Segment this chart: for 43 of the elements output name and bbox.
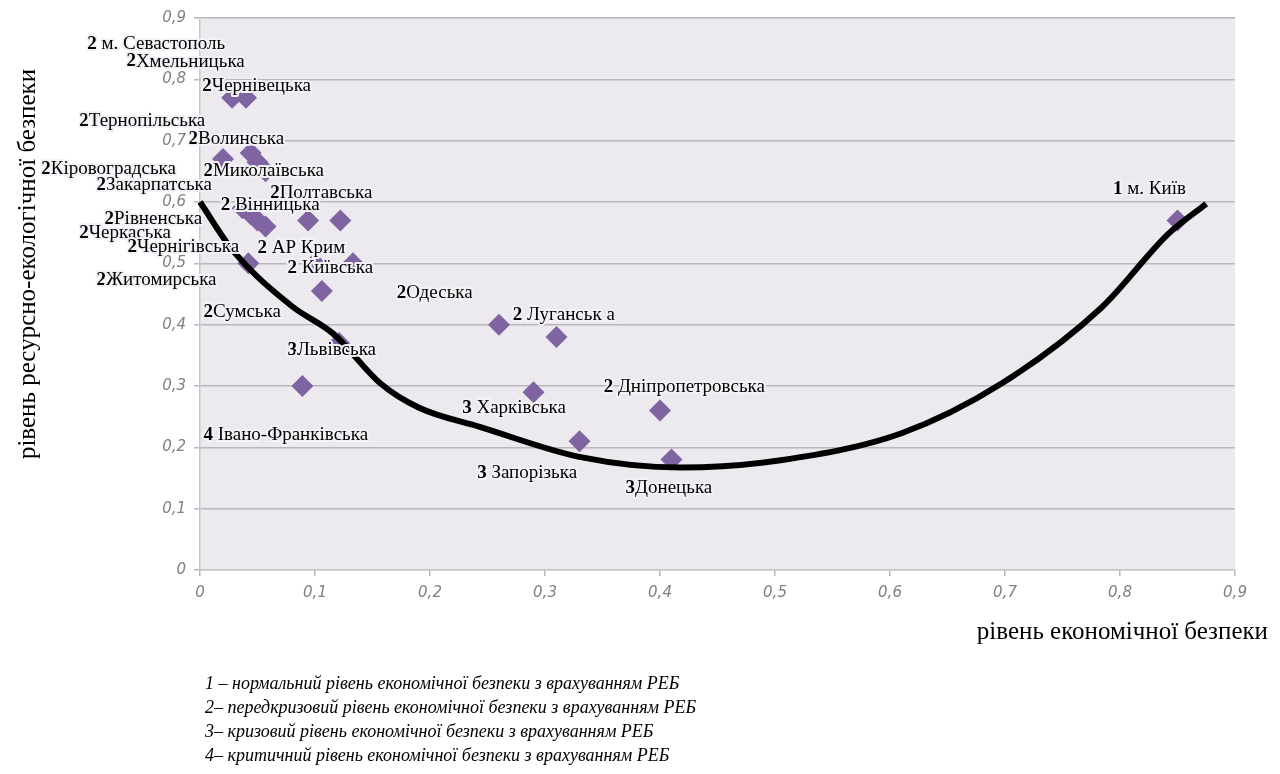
y-tick-label: 0: [176, 559, 186, 578]
y-tick-label: 0,2: [162, 437, 186, 456]
point: [329, 209, 352, 232]
annotation: 2Чернівецька: [202, 73, 312, 96]
annotation: 3 Запорізька: [477, 461, 578, 483]
x-tick-label: 0,4: [648, 582, 672, 601]
text: 2– передкризовий рівень економічної безпеки з врахуванням РЕБ: [205, 696, 697, 717]
annotation: 3Донецька: [625, 476, 713, 498]
y-tick-label: 0,4: [162, 314, 186, 333]
annotation: 2 Луганськ а: [512, 303, 616, 325]
y-axis-title: рівень ресурсно-екологічної безпеки: [12, 68, 40, 460]
x-tick-label: 0,3: [533, 582, 557, 601]
y-tick-label: 0,1: [162, 498, 186, 517]
text: 3– кризовий рівень економічної безпеки з врахуванням РЕБ: [204, 720, 654, 741]
x-tick-label: 0,9: [1223, 582, 1247, 601]
annotation: 2Сумська: [203, 300, 282, 322]
y-tick-label: 0,9: [162, 7, 186, 26]
point: [649, 399, 671, 422]
annotation: 2 АР Крим: [257, 235, 346, 257]
text: 1 – нормальний рівень економічної безпеки з врахуванням РЕБ: [205, 672, 680, 693]
point: [545, 325, 568, 348]
x-tick-label: 0,1: [303, 582, 327, 601]
x-axis-title: рівень економічної безпеки: [976, 616, 1268, 644]
annotation: 3 Харківська: [462, 395, 567, 418]
annotation: 4 Івано-Франківська: [203, 422, 369, 445]
x-tick-label: 0,2: [418, 582, 442, 601]
x-tick-label: 0: [195, 582, 205, 601]
x-tick-label: 0,7: [993, 582, 1018, 601]
point: [291, 375, 314, 397]
point: [568, 430, 591, 453]
annotation: 2 Дніпропетровська: [603, 375, 766, 397]
x-tick-label: 0,5: [763, 582, 787, 601]
y-tick-label: 0,3: [162, 375, 186, 394]
annotation: 1 м. Київ: [1113, 177, 1186, 199]
text: 4– критичний рівень економічної безпеки з врахуванням РЕБ: [205, 744, 670, 765]
y-tick-label: 0,6: [162, 191, 186, 210]
x-tick-label: 0,6: [878, 582, 902, 601]
y-tick-label: 0,8: [162, 69, 186, 88]
annotation: 2Одеська: [396, 280, 474, 302]
point: [310, 279, 333, 302]
x-tick-label: 0,8: [1108, 582, 1132, 601]
point: [488, 313, 510, 336]
y-tick-label: 0,7: [162, 130, 187, 149]
